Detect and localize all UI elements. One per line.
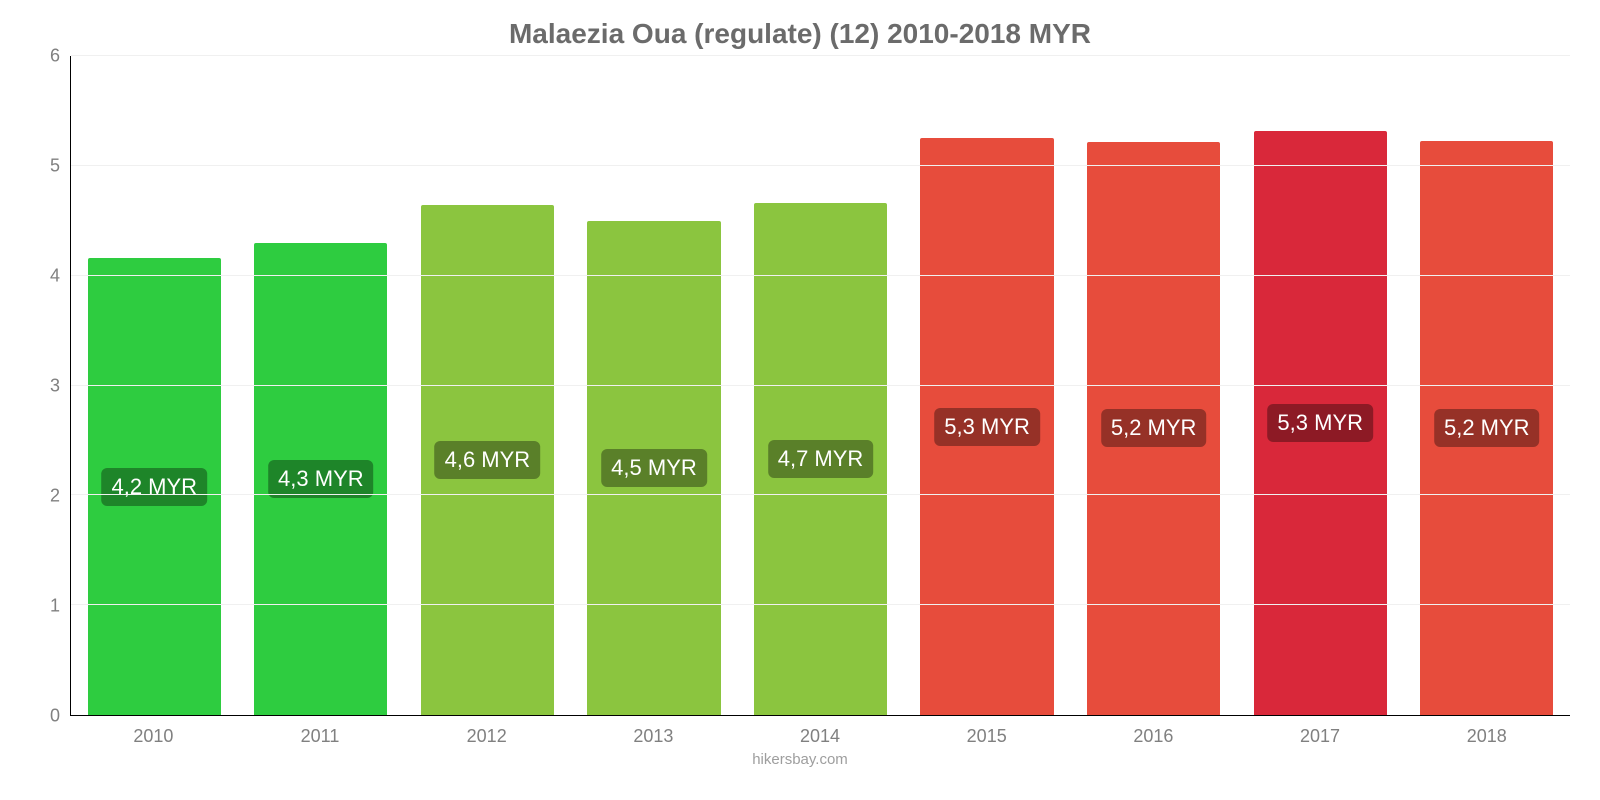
y-tick-label: 1	[50, 596, 60, 617]
bar-slot: 5,3 MYR	[904, 56, 1071, 715]
x-tick-label: 2012	[403, 716, 570, 747]
bar: 5,3 MYR	[920, 138, 1053, 715]
bar-value-label: 5,3 MYR	[1267, 404, 1373, 442]
bar-chart: Malaezia Oua (regulate) (12) 2010-2018 M…	[0, 0, 1600, 800]
y-axis: 0123456	[30, 56, 70, 716]
bar: 5,2 MYR	[1087, 142, 1220, 715]
gridline	[71, 275, 1570, 276]
bar-slot: 5,2 MYR	[1404, 56, 1571, 715]
bar-slot: 4,2 MYR	[71, 56, 238, 715]
plot-row: 0123456 4,2 MYR4,3 MYR4,6 MYR4,5 MYR4,7 …	[30, 56, 1570, 716]
bar-slot: 5,3 MYR	[1237, 56, 1404, 715]
y-tick-label: 2	[50, 486, 60, 507]
x-tick-label: 2014	[737, 716, 904, 747]
x-tick-label: 2018	[1403, 716, 1570, 747]
bar: 4,7 MYR	[754, 203, 887, 715]
x-axis: 201020112012201320142015201620172018	[70, 716, 1570, 747]
bar: 4,6 MYR	[421, 205, 554, 715]
bar-value-label: 5,2 MYR	[1101, 409, 1207, 447]
gridline	[71, 604, 1570, 605]
x-tick-label: 2013	[570, 716, 737, 747]
bar-value-label: 4,2 MYR	[101, 468, 207, 506]
bar-value-label: 4,7 MYR	[768, 440, 874, 478]
gridline	[71, 385, 1570, 386]
x-tick-label: 2016	[1070, 716, 1237, 747]
bar: 4,5 MYR	[587, 221, 720, 715]
bar: 5,2 MYR	[1420, 141, 1553, 715]
y-tick-label: 0	[50, 706, 60, 727]
bar: 5,3 MYR	[1254, 131, 1387, 715]
bar-value-label: 4,3 MYR	[268, 460, 374, 498]
bar-slot: 4,7 MYR	[737, 56, 904, 715]
bar-slot: 4,5 MYR	[571, 56, 738, 715]
x-tick-label: 2017	[1237, 716, 1404, 747]
y-tick-label: 4	[50, 266, 60, 287]
gridline	[71, 494, 1570, 495]
bar-value-label: 5,2 MYR	[1434, 409, 1540, 447]
y-tick-label: 5	[50, 156, 60, 177]
bar-slot: 4,3 MYR	[238, 56, 405, 715]
gridline	[71, 165, 1570, 166]
bars-container: 4,2 MYR 4,3 MYR 4,6 MYR 4,5 MYR 4,7 MYR 5,3 M…	[71, 56, 1570, 715]
credit-text: hikersbay.com	[30, 751, 1570, 768]
x-tick-label: 2010	[70, 716, 237, 747]
bar-value-label: 4,5 MYR	[601, 449, 707, 487]
y-tick-label: 6	[50, 46, 60, 67]
bar-slot: 4,6 MYR	[404, 56, 571, 715]
bar-value-label: 4,6 MYR	[435, 441, 541, 479]
chart-title: Malaezia Oua (regulate) (12) 2010-2018 M…	[30, 18, 1570, 50]
y-tick-label: 3	[50, 376, 60, 397]
gridline	[71, 55, 1570, 56]
x-tick-label: 2015	[903, 716, 1070, 747]
plot-area: 4,2 MYR 4,3 MYR 4,6 MYR 4,5 MYR 4,7 MYR 5,3 M…	[70, 56, 1570, 716]
bar: 4,2 MYR	[88, 258, 221, 715]
bar: 4,3 MYR	[254, 243, 387, 715]
bar-value-label: 5,3 MYR	[934, 408, 1040, 446]
bar-slot: 5,2 MYR	[1070, 56, 1237, 715]
x-tick-label: 2011	[237, 716, 404, 747]
